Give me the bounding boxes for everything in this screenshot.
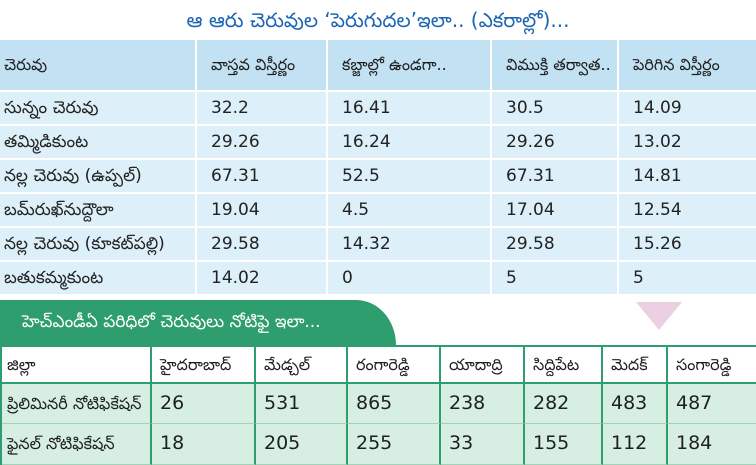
area-value-cell: 14.81	[619, 160, 756, 194]
area-value-cell: 5	[492, 262, 619, 296]
area-value-cell: 52.5	[328, 160, 492, 194]
area-value-cell: 15.26	[619, 228, 756, 262]
notification-type-cell: ప్రిలిమినరీ నోటిఫికేషన్	[2, 384, 152, 424]
area-value-cell: 14.02	[197, 262, 328, 296]
area-value-cell: 4.5	[328, 194, 492, 228]
area-value-cell: 19.04	[197, 194, 328, 228]
area-value-cell: 67.31	[492, 160, 619, 194]
lake-name-cell: నల్ల చెరువు (కూకట్‌పల్లి)	[0, 228, 197, 262]
lake-count-cell: 531	[256, 384, 348, 424]
lakes-column-header: వాస్తవ విస్తీర్ణం	[197, 40, 328, 92]
district-column-header: సంగారెడ్డి	[668, 347, 756, 384]
down-arrow-icon	[636, 302, 682, 330]
area-value-cell: 29.58	[492, 228, 619, 262]
area-value-cell: 14.09	[619, 92, 756, 126]
lakes-column-header: చెరువు	[0, 40, 197, 92]
area-value-cell: 32.2	[197, 92, 328, 126]
lake-count-cell: 184	[668, 424, 756, 465]
lake-count-cell: 18	[152, 424, 256, 465]
lake-count-cell: 26	[152, 384, 256, 424]
district-column-header: మెదక్	[603, 347, 668, 384]
area-value-cell: 67.31	[197, 160, 328, 194]
lake-count-cell: 487	[668, 384, 756, 424]
area-value-cell: 29.58	[197, 228, 328, 262]
table-row: బతుకమ్మకుంట 14.02 0 5 5	[0, 262, 756, 296]
table-row: తమ్మిడికుంట 29.26 16.24 29.26 13.02	[0, 126, 756, 160]
area-value-cell: 30.5	[492, 92, 619, 126]
table-row: ఫైనల్ నోటిఫికేషన్ 18 205 255 33 155 112 184	[2, 424, 756, 465]
district-column-header: జిల్లా	[2, 347, 152, 384]
notification-section-title: హెచ్ఎండీఏ పరిధిలో చెరువులు నోటిఫై ఇలా...	[22, 312, 321, 332]
area-value-cell: 29.26	[492, 126, 619, 160]
lakes-table-header-row: చెరువు వాస్తవ విస్తీర్ణం కబ్జాల్లో ఉండగా..…	[0, 40, 756, 92]
lakes-growth-table: చెరువు వాస్తవ విస్తీర్ణం కబ్జాల్లో ఉండగా..…	[0, 40, 756, 296]
area-value-cell: 13.02	[619, 126, 756, 160]
lake-count-cell: 255	[348, 424, 441, 465]
lake-name-cell: నల్ల చెరువు (ఉప్పల్)	[0, 160, 197, 194]
table-row: నల్ల చెరువు (ఉప్పల్) 67.31 52.5 67.31 14.81	[0, 160, 756, 194]
area-value-cell: 0	[328, 262, 492, 296]
lake-count-cell: 112	[603, 424, 668, 465]
lake-name-cell: బతుకమ్మకుంట	[0, 262, 197, 296]
table-row: ప్రిలిమినరీ నోటిఫికేషన్ 26 531 865 238 282 483…	[2, 384, 756, 424]
lake-count-cell: 865	[348, 384, 441, 424]
lake-count-cell: 238	[441, 384, 525, 424]
area-value-cell: 5	[619, 262, 756, 296]
notification-section-tab: హెచ్ఎండీఏ పరిధిలో చెరువులు నోటిఫై ఇలా...	[0, 300, 396, 345]
lake-name-cell: తమ్మిడికుంట	[0, 126, 197, 160]
district-column-header: యాదాద్రి	[441, 347, 525, 384]
lake-name-cell: సున్నం చెరువు	[0, 92, 197, 126]
lakes-column-header: కబ్జాల్లో ఉండగా..	[328, 40, 492, 92]
area-value-cell: 14.32	[328, 228, 492, 262]
lakes-column-header: పెరిగిన విస్తీర్ణం	[619, 40, 756, 92]
district-column-header: సిద్దిపేట	[525, 347, 603, 384]
lake-count-cell: 33	[441, 424, 525, 465]
lake-count-cell: 205	[256, 424, 348, 465]
table-row: నల్ల చెరువు (కూకట్‌పల్లి) 29.58 14.32 29.58…	[0, 228, 756, 262]
notification-type-cell: ఫైనల్ నోటిఫికేషన్	[2, 424, 152, 465]
area-value-cell: 17.04	[492, 194, 619, 228]
district-column-header: హైదరాబాద్	[152, 347, 256, 384]
district-column-header: రంగారెడ్డి	[348, 347, 441, 384]
district-notification-table: జిల్లా హైదరాబాద్ మేడ్చల్ రంగారెడ్డి యాదాద్రి…	[0, 345, 756, 465]
infographic-title: ఆ ఆరు చెరువుల ‘పెరుగుదల’ఇలా.. (ఎకరాల్లో)…	[186, 8, 570, 32]
lake-name-cell: బమ్‌రుఖ్‌నుద్దౌలా	[0, 194, 197, 228]
table-row: బమ్‌రుఖ్‌నుద్దౌలా 19.04 4.5 17.04 12.54	[0, 194, 756, 228]
area-value-cell: 12.54	[619, 194, 756, 228]
district-table-header-row: జిల్లా హైదరాబాద్ మేడ్చల్ రంగారెడ్డి యాదాద్రి…	[2, 347, 756, 384]
district-column-header: మేడ్చల్	[256, 347, 348, 384]
lake-count-cell: 155	[525, 424, 603, 465]
lake-count-cell: 483	[603, 384, 668, 424]
table-row: సున్నం చెరువు 32.2 16.41 30.5 14.09	[0, 92, 756, 126]
area-value-cell: 16.41	[328, 92, 492, 126]
lake-count-cell: 282	[525, 384, 603, 424]
lakes-column-header: విముక్తి తర్వాత..	[492, 40, 619, 92]
area-value-cell: 29.26	[197, 126, 328, 160]
area-value-cell: 16.24	[328, 126, 492, 160]
